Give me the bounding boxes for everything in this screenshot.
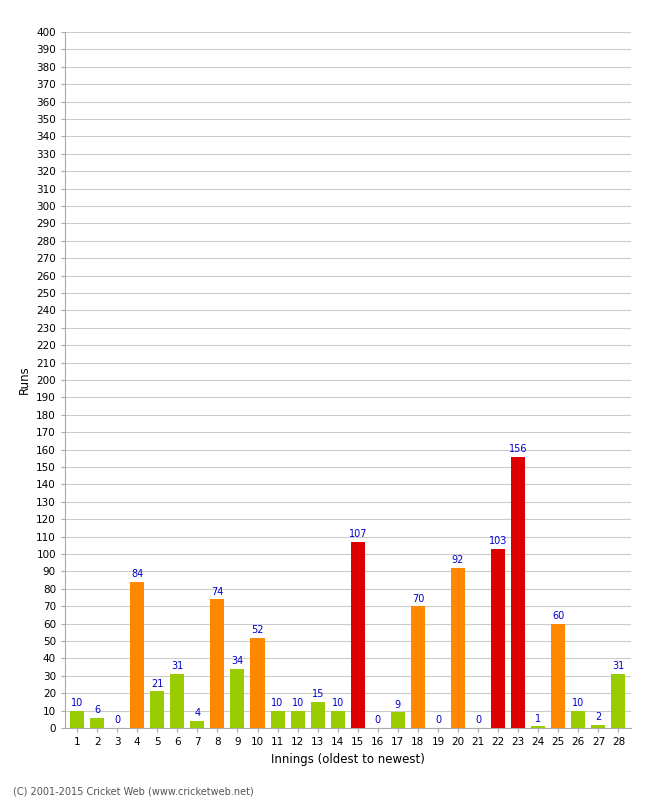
Text: 74: 74 xyxy=(211,586,224,597)
Bar xyxy=(491,549,505,728)
Y-axis label: Runs: Runs xyxy=(18,366,31,394)
Text: 156: 156 xyxy=(509,444,527,454)
Text: 0: 0 xyxy=(375,715,381,726)
Text: 10: 10 xyxy=(332,698,344,708)
Text: 21: 21 xyxy=(151,679,163,689)
Text: 10: 10 xyxy=(272,698,283,708)
Bar xyxy=(311,702,325,728)
Text: 92: 92 xyxy=(452,555,464,566)
Text: 31: 31 xyxy=(171,662,183,671)
X-axis label: Innings (oldest to newest): Innings (oldest to newest) xyxy=(271,753,424,766)
Bar xyxy=(571,710,586,728)
Text: 0: 0 xyxy=(435,715,441,726)
Text: 34: 34 xyxy=(231,656,244,666)
Bar xyxy=(511,457,525,728)
Bar xyxy=(531,726,545,728)
Bar xyxy=(70,710,84,728)
Text: 4: 4 xyxy=(194,709,200,718)
Text: 1: 1 xyxy=(535,714,541,724)
Text: 107: 107 xyxy=(348,530,367,539)
Bar xyxy=(270,710,285,728)
Text: 2: 2 xyxy=(595,712,601,722)
Text: 10: 10 xyxy=(572,698,584,708)
Text: 15: 15 xyxy=(311,690,324,699)
Bar xyxy=(592,725,605,728)
Text: 84: 84 xyxy=(131,570,143,579)
Text: 103: 103 xyxy=(489,536,508,546)
Text: 9: 9 xyxy=(395,700,401,710)
Bar xyxy=(411,606,425,728)
Bar xyxy=(291,710,305,728)
Bar xyxy=(551,624,566,728)
Bar xyxy=(391,712,405,728)
Bar xyxy=(170,674,185,728)
Bar xyxy=(451,568,465,728)
Text: 0: 0 xyxy=(475,715,481,726)
Text: 70: 70 xyxy=(411,594,424,603)
Text: 60: 60 xyxy=(552,611,564,621)
Bar xyxy=(231,669,244,728)
Text: (C) 2001-2015 Cricket Web (www.cricketweb.net): (C) 2001-2015 Cricket Web (www.cricketwe… xyxy=(13,786,254,796)
Text: 6: 6 xyxy=(94,705,100,715)
Bar xyxy=(331,710,345,728)
Text: 0: 0 xyxy=(114,715,120,726)
Text: 31: 31 xyxy=(612,662,625,671)
Text: 10: 10 xyxy=(71,698,83,708)
Bar xyxy=(150,691,164,728)
Bar xyxy=(90,718,104,728)
Text: 10: 10 xyxy=(291,698,304,708)
Bar xyxy=(612,674,625,728)
Bar xyxy=(351,542,365,728)
Bar xyxy=(250,638,265,728)
Bar xyxy=(190,721,204,728)
Bar xyxy=(211,599,224,728)
Bar xyxy=(130,582,144,728)
Text: 52: 52 xyxy=(252,625,264,635)
